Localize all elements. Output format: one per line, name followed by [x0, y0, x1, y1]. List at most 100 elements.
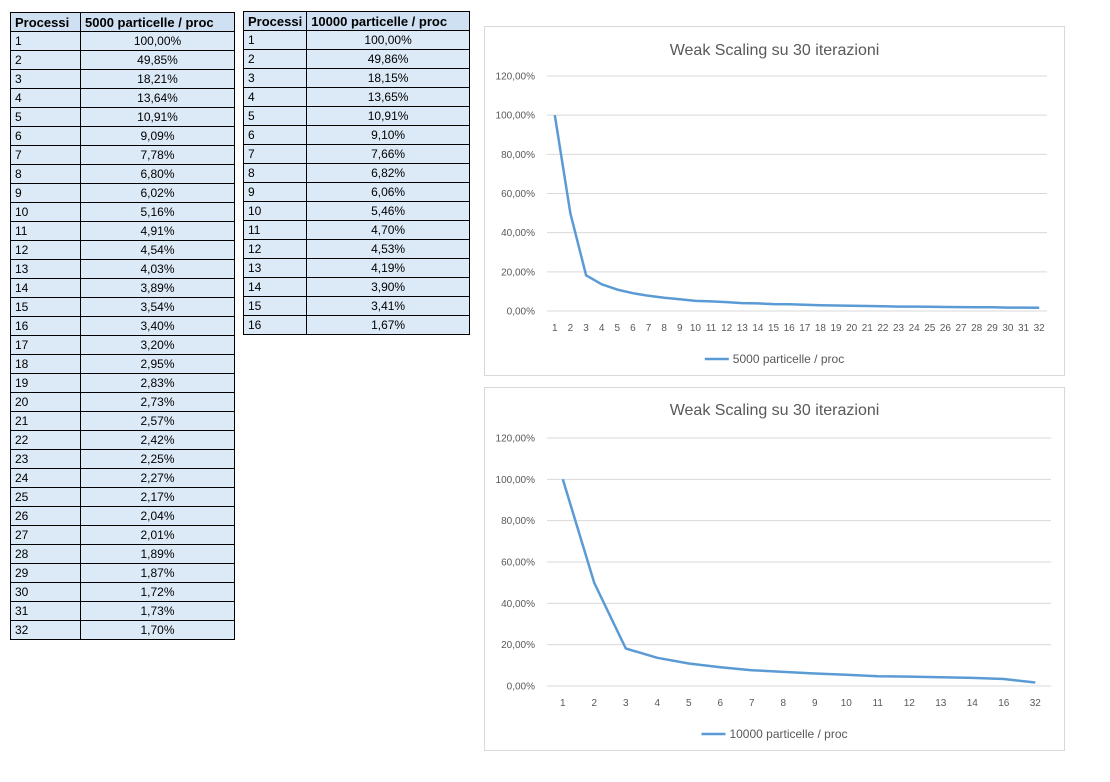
cell-processi: 8	[242, 163, 308, 183]
cell-processi: 12	[242, 239, 308, 259]
x-tick-label: 14	[752, 323, 764, 334]
cell-value: 1,67%	[306, 315, 470, 335]
cell-processi: 31	[10, 601, 81, 621]
cell-processi: 1	[242, 30, 308, 50]
legend-label: 10000 particelle / proc	[729, 727, 847, 741]
x-tick-label: 14	[967, 698, 979, 709]
cell-value: 4,54%	[80, 240, 235, 260]
cell-value: 2,95%	[80, 354, 235, 374]
x-tick-label: 30	[1002, 323, 1014, 334]
cell-value: 4,19%	[306, 258, 470, 278]
cell-processi: 11	[242, 220, 308, 240]
cell-processi: 16	[10, 316, 81, 336]
table-row: 3 18,21%	[10, 69, 235, 89]
x-tick-label: 7	[646, 323, 652, 334]
x-tick-label: 32	[1034, 323, 1046, 334]
cell-processi: 23	[10, 449, 81, 469]
table-row: 17 3,20%	[10, 335, 235, 355]
table-row: 9 6,02%	[10, 183, 235, 203]
table-row: 9 6,06%	[242, 182, 470, 202]
chart-title: Weak Scaling su 30 iterazioni	[670, 402, 880, 419]
cell-processi: 26	[10, 506, 81, 526]
x-tick-label: 25	[924, 323, 936, 334]
cell-value: 2,27%	[80, 468, 235, 488]
table-row: 4 13,65%	[242, 87, 470, 107]
x-tick-label: 19	[831, 323, 843, 334]
cell-processi: 21	[10, 411, 81, 431]
table-row: 7 7,78%	[10, 145, 235, 165]
y-tick-label: 0,00%	[507, 307, 535, 318]
cell-value: 2,17%	[80, 487, 235, 507]
cell-value: 6,06%	[306, 182, 470, 202]
cell-value: 13,65%	[306, 87, 470, 107]
table-row: 23 2,25%	[10, 449, 235, 469]
table-row: 1 100,00%	[242, 30, 470, 50]
table-row: 22 2,42%	[10, 430, 235, 450]
x-tick-label: 13	[737, 323, 749, 334]
cell-value: 5,16%	[80, 202, 235, 222]
cell-value: 2,73%	[80, 392, 235, 412]
x-tick-label: 12	[904, 698, 916, 709]
x-tick-label: 8	[661, 323, 667, 334]
x-tick-label: 28	[971, 323, 983, 334]
cell-processi: 3	[10, 69, 81, 89]
cell-processi: 28	[10, 544, 81, 564]
cell-value: 13,64%	[80, 88, 235, 108]
chart-svg: Weak Scaling su 30 iterazioni 0,00% 20,00%…	[496, 402, 1051, 741]
x-tick-label: 1	[552, 323, 558, 334]
cell-value: 3,54%	[80, 297, 235, 317]
table-row: 12 4,53%	[242, 239, 470, 259]
cell-value: 3,89%	[80, 278, 235, 298]
table-row: 2 49,86%	[242, 49, 470, 69]
cell-processi: 15	[10, 297, 81, 317]
cell-value: 5,46%	[306, 201, 470, 221]
y-tick-label: 60,00%	[501, 189, 535, 200]
table-row: 5 10,91%	[10, 107, 235, 127]
cell-processi: 8	[10, 164, 81, 184]
y-tick-label: 40,00%	[501, 228, 535, 239]
cell-value: 100,00%	[80, 31, 235, 51]
column-header: 5000 particelle / proc	[80, 12, 235, 32]
table-row: 21 2,57%	[10, 411, 235, 431]
x-tick-label: 9	[677, 323, 683, 334]
cell-processi: 20	[10, 392, 81, 412]
cell-processi: 10	[10, 202, 81, 222]
cell-value: 3,40%	[80, 316, 235, 336]
x-tick-label: 18	[815, 323, 827, 334]
cell-processi: 16	[242, 315, 308, 335]
cell-value: 2,01%	[80, 525, 235, 545]
x-tick-label: 17	[799, 323, 811, 334]
table-row: 31 1,73%	[10, 601, 235, 621]
table-row: 28 1,89%	[10, 544, 235, 564]
series-line	[561, 478, 1036, 684]
cell-value: 49,86%	[306, 49, 470, 69]
cell-value: 49,85%	[80, 50, 235, 70]
cell-processi: 25	[10, 487, 81, 507]
cell-value: 6,02%	[80, 183, 235, 203]
cell-processi: 18	[10, 354, 81, 374]
cell-processi: 30	[10, 582, 81, 602]
table-row: 15 3,54%	[10, 297, 235, 317]
series-line	[553, 115, 1040, 309]
table-row: 6 9,10%	[242, 125, 470, 145]
cell-processi: 2	[242, 49, 308, 69]
cell-value: 18,15%	[306, 68, 470, 88]
x-tick-label: 6	[717, 698, 723, 709]
cell-value: 10,91%	[80, 107, 235, 127]
x-tick-label: 2	[591, 698, 597, 709]
y-tick-label: 100,00%	[496, 475, 536, 486]
x-tick-label: 2	[568, 323, 574, 334]
column-header: Processi	[242, 11, 308, 31]
cell-value: 1,89%	[80, 544, 235, 564]
table-row: 32 1,70%	[10, 620, 235, 640]
table-row: 19 2,83%	[10, 373, 235, 393]
table-row: 7 7,66%	[242, 144, 470, 164]
cell-value: 2,83%	[80, 373, 235, 393]
table-row: 10 5,46%	[242, 201, 470, 221]
x-tick-label: 7	[749, 698, 755, 709]
table-row: 8 6,80%	[10, 164, 235, 184]
cell-value: 1,70%	[80, 620, 235, 640]
cell-value: 6,80%	[80, 164, 235, 184]
x-tick-label: 22	[877, 323, 889, 334]
cell-value: 1,87%	[80, 563, 235, 583]
